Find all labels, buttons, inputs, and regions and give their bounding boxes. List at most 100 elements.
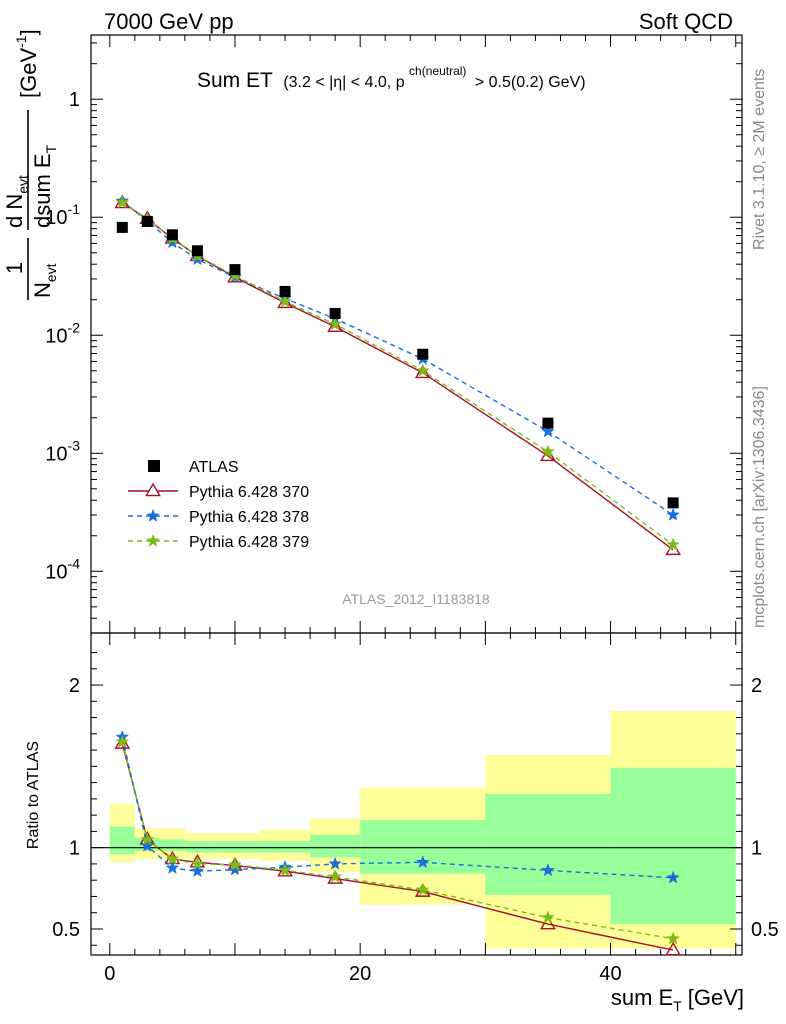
y-dsum-label: dsum E: [30, 153, 55, 228]
plot-title-tail: > 0.5(0.2) GeV): [475, 74, 586, 91]
plot-title-detail: (3.2 < |η| < 4.0, p: [283, 74, 404, 91]
main-point: [415, 363, 430, 377]
y-frac-den-sub: evt: [43, 263, 59, 282]
main-y-axis-label: 1 Nevt d Nevt dsum ET [GeV-1]: [2, 29, 59, 300]
legend: ATLAS Pythia 6.428 370 Pythia 6.428 378 Pyt…: [128, 459, 309, 551]
main-point: [115, 195, 130, 209]
y-unit: [GeV: [16, 48, 41, 98]
y-tick-label: 10-3: [45, 437, 80, 465]
ratio-y-label: Ratio to ATLAS: [25, 741, 42, 849]
main-point: [414, 364, 431, 379]
ratio-point: [328, 856, 342, 870]
legend-label: Pythia 6.428 370: [189, 484, 309, 501]
stat-band: [159, 839, 185, 851]
y-tick-label: 10-2: [45, 319, 80, 347]
ratio-data-layer: [114, 729, 682, 956]
ratio-series-line: [121, 736, 674, 879]
main-point: [541, 444, 555, 458]
svg-text:dsum ET: dsum ET: [30, 144, 59, 228]
ratio-y-tick-label: 0.5: [52, 919, 80, 941]
legend-label: ATLAS: [189, 459, 239, 476]
ratio-point: [140, 838, 155, 852]
ratio-y-tick-label: 1: [69, 838, 80, 860]
ratio-point: [666, 870, 680, 884]
ratio-plot-frame: [90, 632, 743, 956]
stat-band: [209, 841, 261, 853]
svg-text:d Nevt: d Nevt: [2, 175, 31, 228]
main-point: [327, 318, 343, 333]
rivet-label: Rivet 3.1.10, ≥ 2M events: [751, 69, 768, 250]
atlas-point: [279, 285, 291, 297]
y-unit-sup: -1: [13, 35, 29, 48]
stat-band: [610, 767, 736, 925]
y-dsum-sub: T: [43, 144, 59, 153]
y-unit-close: ]: [16, 29, 41, 35]
atlas-point: [191, 245, 203, 257]
mcplots-label: mcplots.cern.ch [arXiv:1306.3436]: [751, 386, 768, 628]
atlas-point: [141, 216, 153, 228]
ratio-point: [228, 857, 242, 871]
main-point: [666, 507, 680, 521]
legend-label: Pythia 6.428 378: [189, 509, 309, 526]
y-frac-num: 1: [2, 262, 27, 274]
ratio-axis-ticks: 0.5 0.51 12 20 20 40: [52, 633, 779, 985]
x-label-main: sum E: [611, 985, 673, 1010]
ratio-point: [415, 855, 430, 869]
y-tick-label: 10-4: [45, 555, 80, 583]
x-label-sub: T: [673, 998, 682, 1014]
main-series-line: [121, 202, 674, 546]
ratio-point: [190, 856, 205, 870]
plot-title-sup: ch(neutral): [409, 64, 466, 78]
plot-title-main: Sum ET: [197, 69, 273, 92]
ratio-y-tick-label-right: 1: [751, 838, 762, 860]
x-tick-label: 40: [599, 963, 621, 985]
x-axis-label: sum ET [GeV]: [611, 985, 744, 1014]
legend-label: Pythia 6.428 379: [189, 534, 309, 551]
ratio-point: [540, 915, 556, 930]
y-tick-label: 10-1: [45, 201, 80, 229]
ratio-series-line: [121, 741, 674, 940]
atlas-point: [329, 307, 341, 319]
ratio-y-tick-label-right: 2: [751, 675, 762, 697]
ratio-y-tick-label: 2: [69, 675, 80, 697]
main-point: [328, 316, 342, 331]
ratio-point: [541, 910, 555, 924]
atlas-point: [542, 417, 554, 429]
stat-band: [184, 841, 210, 853]
main-data-layer: [114, 193, 682, 556]
atlas-point: [417, 348, 429, 360]
stat-band: [260, 841, 311, 853]
legend-marker: [145, 482, 161, 497]
analysis-tag: ATLAS_2012_I1183818: [342, 591, 490, 607]
x-tick-label: 0: [104, 963, 115, 985]
stat-band: [310, 834, 361, 858]
ratio-point: [115, 734, 130, 748]
atlas-point: [116, 221, 128, 233]
y-d-sub: evt: [15, 175, 31, 194]
ratio-point: [228, 862, 242, 876]
atlas-point: [667, 497, 679, 509]
stat-band: [360, 820, 486, 874]
y-d-label: d N: [2, 194, 27, 228]
x-tick-label: 20: [349, 963, 371, 985]
ratio-bands: [109, 711, 736, 949]
main-point: [666, 537, 680, 551]
ratio-point: [665, 941, 682, 956]
main-axis-ticks: 10-4 10-3 10-2 10-1 1: [45, 35, 742, 634]
ratio-point: [165, 860, 180, 874]
legend-marker: [146, 508, 160, 522]
ratio-point: [140, 832, 155, 846]
header-right: Soft QCD: [639, 9, 733, 34]
legend-marker: [146, 533, 160, 547]
stat-band: [485, 794, 611, 895]
ratio-series-line: [121, 743, 674, 951]
ratio-point: [190, 863, 205, 878]
plot-title: Sum ET (3.2 < |η| < 4.0, p ch(neutral) >…: [197, 62, 586, 92]
main-point: [165, 235, 180, 249]
atlas-point: [229, 264, 241, 276]
ratio-point: [165, 851, 180, 865]
main-point: [541, 424, 555, 438]
ratio-point: [415, 882, 430, 896]
stat-band: [109, 826, 135, 855]
